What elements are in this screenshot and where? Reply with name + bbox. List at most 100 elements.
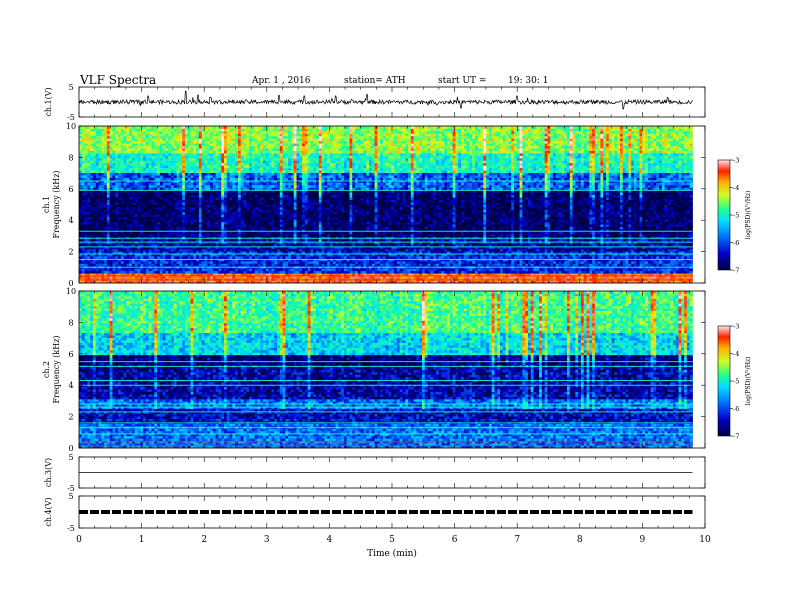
spectrogram-cell <box>96 219 99 222</box>
spectrogram-cell <box>87 126 90 129</box>
spectrogram-cell <box>93 131 96 134</box>
spectrogram-cell <box>107 224 110 227</box>
spectrogram-cell <box>99 202 102 205</box>
spectrogram-cell <box>110 200 113 203</box>
spectrogram-cell <box>110 202 113 205</box>
spectrogram-cell <box>101 170 104 173</box>
spectrogram-cell <box>90 160 93 163</box>
spectrogram-cell <box>107 234 110 237</box>
spectrogram-cell <box>110 131 113 134</box>
spectrogram-cell <box>87 163 90 166</box>
spectrogram-cell <box>101 239 104 242</box>
spectrogram-cell <box>104 141 107 144</box>
spectrogram-cell <box>85 126 88 129</box>
spectrogram-cell <box>79 170 82 173</box>
spectrogram-cell <box>112 165 115 168</box>
spectrogram-cell <box>112 170 115 173</box>
spectrogram-cell <box>79 231 82 234</box>
spectrogram-cell <box>87 239 90 242</box>
spectrogram-cell <box>112 153 115 156</box>
spectrogram-cell <box>79 136 82 139</box>
spectrogram-cell <box>87 153 90 156</box>
spectrogram-cell <box>99 234 102 237</box>
spectrogram-cell <box>82 224 85 227</box>
spectrogram-cell <box>96 163 99 166</box>
spectrogram-cell <box>99 231 102 234</box>
spectrogram-cell <box>87 200 90 203</box>
spectrogram-cell <box>85 195 88 198</box>
spectrogram-cell <box>104 131 107 134</box>
spectrogram-cell <box>112 212 115 215</box>
spectrogram-cell <box>112 192 115 195</box>
spectrogram-cell <box>90 231 93 234</box>
spectrogram-cell <box>85 192 88 195</box>
spectrogram-cell <box>112 131 115 134</box>
spectrogram-cell <box>85 165 88 168</box>
spectrogram-cell <box>99 128 102 131</box>
spectrogram-cell <box>85 155 88 158</box>
spectrogram-cell <box>107 163 110 166</box>
spectrogram-cell <box>90 244 93 247</box>
spectrogram-cell <box>110 148 113 151</box>
spectrogram-cell <box>85 207 88 210</box>
spectrogram-cell <box>115 212 118 215</box>
spectrogram-cell <box>118 256 121 259</box>
spectrogram-cell <box>99 126 102 129</box>
spectrogram-cell <box>82 153 85 156</box>
spectrogram-cell <box>85 128 88 131</box>
spectrogram-cell <box>107 155 110 158</box>
spectrogram-cell <box>93 138 96 141</box>
spectrogram-cell <box>93 217 96 220</box>
spectrogram-cell <box>101 138 104 141</box>
spectrogram-cell <box>93 207 96 210</box>
spectrogram-cell <box>87 187 90 190</box>
spectrogram-cell <box>93 187 96 190</box>
spectrogram-cell <box>99 160 102 163</box>
spectrogram-cell <box>82 143 85 146</box>
spectrogram-cell <box>118 239 121 242</box>
spectrogram-cell <box>101 200 104 203</box>
spectrogram-cell <box>90 182 93 185</box>
spectrogram-cell <box>90 173 93 176</box>
spectrogram-cell <box>110 224 113 227</box>
spectrogram-cell <box>87 133 90 136</box>
spectrogram-cell <box>90 128 93 131</box>
spectrogram-cell <box>107 268 110 271</box>
spectrogram-cell <box>87 175 90 178</box>
spectrogram-cell <box>110 141 113 144</box>
spectrogram-cell <box>99 175 102 178</box>
spectrogram-cell <box>101 175 104 178</box>
spectrogram-cell <box>85 256 88 259</box>
spectrogram-cell <box>112 173 115 176</box>
spectrogram-cell <box>101 244 104 247</box>
spectrogram-cell <box>96 202 99 205</box>
spectrogram-cell <box>82 141 85 144</box>
spectrogram-cell <box>79 155 82 158</box>
spectrogram-cell <box>101 128 104 131</box>
spectrogram-cell <box>110 163 113 166</box>
spectrogram-cell <box>96 222 99 225</box>
spectrogram-cell <box>101 143 104 146</box>
spectrogram-cell <box>79 227 82 230</box>
spectrogram-cell <box>96 200 99 203</box>
spectrogram-cell <box>115 155 118 158</box>
spectrogram-cell <box>87 202 90 205</box>
spectrogram-cell <box>110 268 113 271</box>
spectrogram-cell <box>90 143 93 146</box>
spectrogram-cell <box>115 173 118 176</box>
spectrogram-cell <box>104 136 107 139</box>
spectrogram-cell <box>87 178 90 181</box>
spectrogram-cell <box>87 160 90 163</box>
spectrogram-cell <box>82 244 85 247</box>
spectrogram-cell <box>96 207 99 210</box>
spectrogram-cell <box>87 263 90 266</box>
spectrogram-cell <box>101 131 104 134</box>
spectrogram-cell <box>104 178 107 181</box>
spectrogram-cell <box>112 244 115 247</box>
spectrogram-cell <box>87 271 90 274</box>
spectrogram-cell <box>96 271 99 274</box>
spectrogram-cell <box>115 192 118 195</box>
spectrogram-cell <box>99 185 102 188</box>
spectrogram-cell <box>104 133 107 136</box>
spectrogram-cell <box>107 197 110 200</box>
